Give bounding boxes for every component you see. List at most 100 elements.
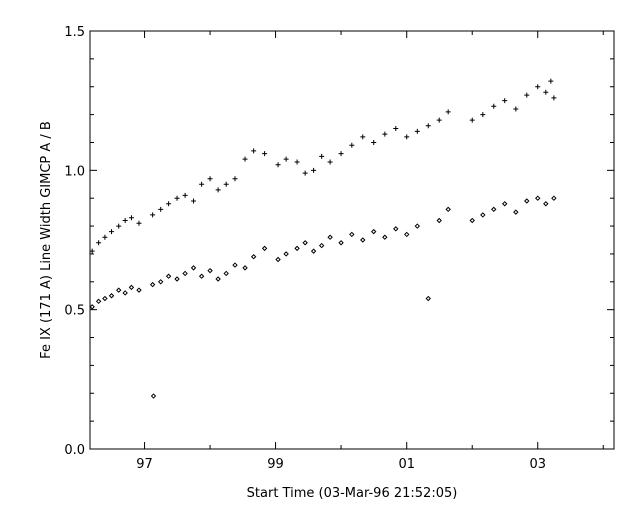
- data-point-diamond: [275, 256, 281, 263]
- data-point-plus: [535, 84, 541, 90]
- data-point-diamond: [128, 284, 135, 291]
- data-point-diamond: [371, 228, 377, 235]
- data-point-diamond: [551, 195, 557, 201]
- data-point-diamond: [165, 273, 172, 279]
- data-point-plus: [425, 123, 431, 129]
- data-point-diamond: [535, 195, 541, 201]
- data-point-diamond: [360, 237, 366, 243]
- data-point-diamond: [190, 265, 197, 271]
- data-point-plus: [242, 156, 248, 162]
- data-point-diamond: [198, 273, 205, 279]
- x-tick-label: 01: [398, 457, 415, 472]
- data-point-diamond: [393, 226, 399, 232]
- data-point-diamond: [318, 242, 325, 249]
- data-point-diamond: [150, 393, 157, 399]
- data-point-plus: [338, 151, 344, 157]
- y-tick-label: 1.0: [64, 164, 85, 179]
- data-point-diamond: [149, 281, 156, 288]
- data-point-plus: [382, 131, 388, 137]
- data-point-diamond: [524, 198, 530, 204]
- data-point-diamond: [302, 240, 308, 246]
- data-point-plus: [543, 89, 549, 95]
- data-point-diamond: [157, 279, 164, 285]
- data-point-diamond: [425, 295, 431, 302]
- data-point-plus: [524, 92, 530, 98]
- data-point-plus: [302, 170, 308, 176]
- data-point-diamond: [404, 231, 410, 238]
- data-point-plus: [393, 126, 399, 132]
- data-point-diamond: [250, 254, 257, 260]
- data-point-diamond: [513, 209, 519, 215]
- data-point-diamond: [102, 295, 108, 302]
- data-point-plus: [294, 159, 300, 165]
- y-axis-ticks: 0.0 0.5 1.0 1.5: [64, 25, 614, 458]
- data-point-plus: [96, 240, 102, 246]
- data-point-diamond: [382, 234, 388, 240]
- data-point-diamond: [436, 217, 442, 224]
- data-point-diamond: [136, 287, 142, 293]
- data-point-diamond: [108, 293, 115, 299]
- data-point-diamond: [223, 270, 229, 277]
- data-point-plus: [191, 198, 197, 204]
- data-point-diamond: [502, 201, 508, 207]
- data-point-diamond: [182, 270, 188, 277]
- data-point-plus: [480, 112, 486, 118]
- data-point-diamond: [414, 223, 421, 229]
- data-point-plus: [414, 128, 420, 134]
- data-point-diamond: [338, 240, 344, 246]
- y-axis-label: Fe IX (171 A) Line Width GIMCP A / B: [39, 121, 54, 359]
- y-tick-label: 0.5: [64, 304, 85, 319]
- y-tick-label: 0.0: [64, 443, 85, 458]
- data-point-diamond: [327, 234, 333, 240]
- x-axis-ticks: 97 99 01 03: [136, 31, 604, 472]
- data-point-plus: [174, 195, 180, 201]
- data-point-diamond: [491, 206, 497, 213]
- data-point-diamond: [469, 217, 475, 224]
- data-point-plus: [551, 95, 557, 101]
- data-point-diamond: [261, 245, 268, 252]
- data-point-plus: [158, 206, 164, 212]
- data-point-plus: [469, 117, 475, 123]
- data-point-plus: [404, 134, 410, 140]
- data-point-diamond: [174, 276, 180, 282]
- data-point-plus: [199, 181, 205, 187]
- data-point-diamond: [349, 231, 355, 238]
- data-point-plus: [207, 176, 213, 182]
- data-point-diamond: [294, 245, 300, 252]
- data-point-plus: [275, 162, 281, 168]
- data-point-diamond: [122, 290, 128, 296]
- data-point-plus: [251, 148, 257, 154]
- data-point-plus: [502, 98, 508, 104]
- data-point-plus: [215, 187, 221, 193]
- data-point-plus: [109, 229, 115, 235]
- data-point-plus: [436, 117, 442, 123]
- y-tick-label: 1.5: [64, 25, 85, 40]
- data-point-plus: [89, 248, 95, 254]
- data-point-plus: [548, 78, 554, 84]
- data-point-plus: [311, 167, 317, 173]
- data-point-plus: [445, 109, 451, 115]
- data-point-plus: [150, 212, 156, 218]
- data-point-diamond: [445, 206, 451, 213]
- data-point-plus: [128, 215, 134, 221]
- data-point-diamond: [283, 251, 289, 257]
- plot-frame: [89, 30, 615, 450]
- data-point-plus: [349, 142, 355, 148]
- data-point-plus: [102, 234, 108, 240]
- data-point-plus: [232, 176, 238, 182]
- data-point-plus: [319, 153, 325, 159]
- data-point-plus: [116, 223, 122, 229]
- data-points: [89, 78, 557, 399]
- data-point-diamond: [543, 201, 549, 207]
- data-point-plus: [262, 151, 268, 157]
- data-point-plus: [371, 139, 377, 145]
- data-point-diamond: [116, 287, 122, 293]
- data-point-diamond: [310, 248, 317, 254]
- data-point-plus: [283, 156, 289, 162]
- x-axis-label: Start Time (03-Mar-96 21:52:05): [247, 486, 458, 501]
- data-point-diamond: [89, 304, 95, 310]
- data-point-plus: [491, 103, 497, 109]
- x-tick-label: 99: [267, 457, 284, 472]
- data-point-diamond: [215, 276, 221, 282]
